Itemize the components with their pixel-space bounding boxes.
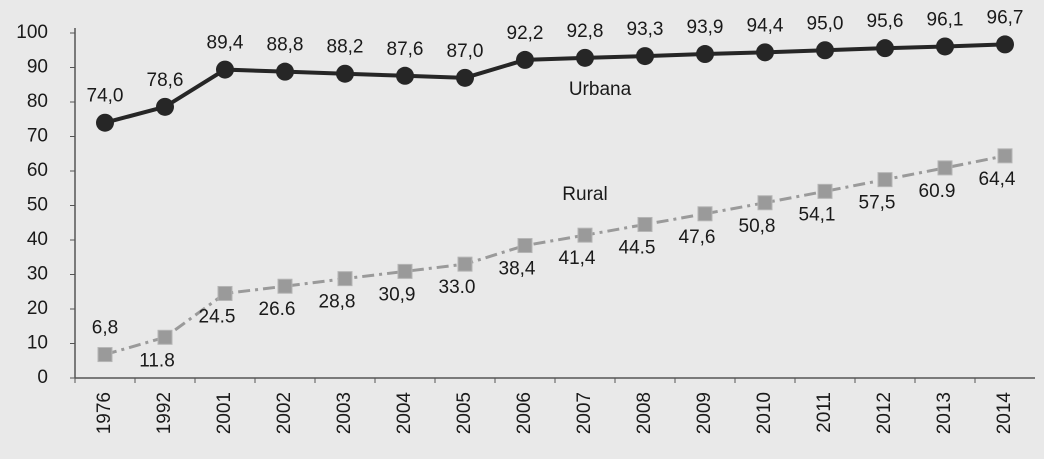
marker: [96, 113, 114, 132]
series-name: Urbana: [569, 79, 632, 100]
marker: [576, 48, 594, 67]
y-tick-label: 60: [27, 160, 48, 181]
x-tick-label: 2009: [694, 392, 715, 434]
y-tick-label: 40: [27, 229, 48, 250]
data-label: 96,7: [987, 7, 1024, 28]
marker: [97, 347, 113, 363]
marker: [936, 37, 954, 56]
marker: [757, 195, 773, 211]
data-label: 57,5: [859, 193, 896, 214]
y-tick-label: 70: [27, 126, 48, 147]
marker: [516, 50, 534, 69]
marker: [397, 263, 413, 279]
x-tick-label: 1976: [94, 392, 115, 434]
data-label: 54,1: [799, 204, 836, 225]
marker: [817, 183, 833, 199]
data-label: 50,8: [739, 216, 776, 237]
data-label: 89,4: [207, 33, 244, 54]
data-label: 33.0: [439, 277, 476, 298]
marker: [756, 43, 774, 62]
data-label: 44.5: [619, 237, 656, 258]
x-tick-label: 2003: [334, 392, 355, 434]
marker: [997, 148, 1013, 164]
marker: [337, 271, 353, 287]
data-label: 94,4: [747, 15, 784, 36]
y-tick-label: 20: [27, 298, 48, 319]
data-label: 92,2: [507, 23, 544, 44]
data-label: 87,6: [387, 39, 424, 60]
y-tick-label: 0: [37, 367, 48, 388]
x-tick-label: 2012: [874, 392, 895, 434]
data-label: 26.6: [259, 299, 296, 320]
marker: [637, 216, 653, 232]
data-label: 88,2: [327, 37, 364, 58]
data-label: 64,4: [979, 169, 1016, 190]
data-label: 95,6: [867, 11, 904, 32]
data-label: 60.9: [919, 181, 956, 202]
x-tick-label: 2011: [814, 392, 835, 433]
x-tick-label: 2005: [454, 392, 475, 434]
marker: [217, 285, 233, 301]
data-label: 28,8: [319, 292, 356, 313]
x-tick-label: 2002: [274, 392, 295, 434]
data-label: 47,6: [679, 227, 716, 248]
marker: [937, 160, 953, 176]
series-line: [104, 154, 1006, 356]
marker: [816, 41, 834, 60]
series-name: Rural: [562, 184, 607, 205]
marker: [216, 60, 234, 79]
y-tick-label: 10: [27, 333, 48, 354]
data-label: 93,3: [627, 19, 664, 40]
x-tick-label: 2007: [574, 392, 595, 434]
data-label: 38,4: [499, 259, 536, 280]
marker: [277, 278, 293, 294]
y-tick-label: 30: [27, 264, 48, 285]
data-label: 41,4: [559, 248, 596, 269]
x-tick-label: 2010: [754, 392, 775, 434]
data-label: 74,0: [87, 86, 124, 107]
x-tick-label: 2014: [994, 392, 1015, 435]
marker: [157, 329, 173, 345]
data-label: 30,9: [379, 284, 416, 305]
data-label: 93,9: [687, 17, 724, 38]
marker: [276, 62, 294, 81]
data-label: 95,0: [807, 13, 844, 34]
y-tick-label: 80: [27, 91, 48, 112]
x-tick-label: 2006: [514, 392, 535, 434]
marker: [577, 227, 593, 243]
data-label: 92,8: [567, 21, 604, 42]
data-label: 11.8: [139, 350, 175, 371]
marker: [396, 66, 414, 85]
marker: [457, 256, 473, 272]
data-label: 87,0: [447, 41, 484, 62]
x-tick-label: 2004: [394, 392, 415, 435]
x-tick-label: 2001: [214, 392, 235, 434]
y-tick-label: 90: [27, 57, 48, 78]
marker: [697, 206, 713, 222]
data-label: 78,6: [147, 70, 184, 91]
y-tick-label: 100: [16, 22, 48, 43]
marker: [696, 45, 714, 64]
marker: [876, 39, 894, 58]
marker: [877, 172, 893, 188]
y-tick-label: 50: [27, 195, 48, 216]
marker: [456, 68, 474, 87]
marker: [996, 35, 1014, 54]
data-label: 96,1: [927, 9, 964, 30]
data-label: 88,8: [267, 35, 304, 56]
marker: [336, 64, 354, 83]
marker: [517, 238, 533, 254]
data-label: 24.5: [199, 306, 236, 327]
data-label: 6,8: [92, 318, 118, 339]
x-tick-label: 1992: [154, 392, 175, 434]
x-tick-label: 2013: [934, 392, 955, 434]
x-tick-label: 2008: [634, 392, 655, 434]
marker: [636, 47, 654, 66]
marker: [156, 97, 174, 116]
series-line: [104, 42, 1006, 125]
